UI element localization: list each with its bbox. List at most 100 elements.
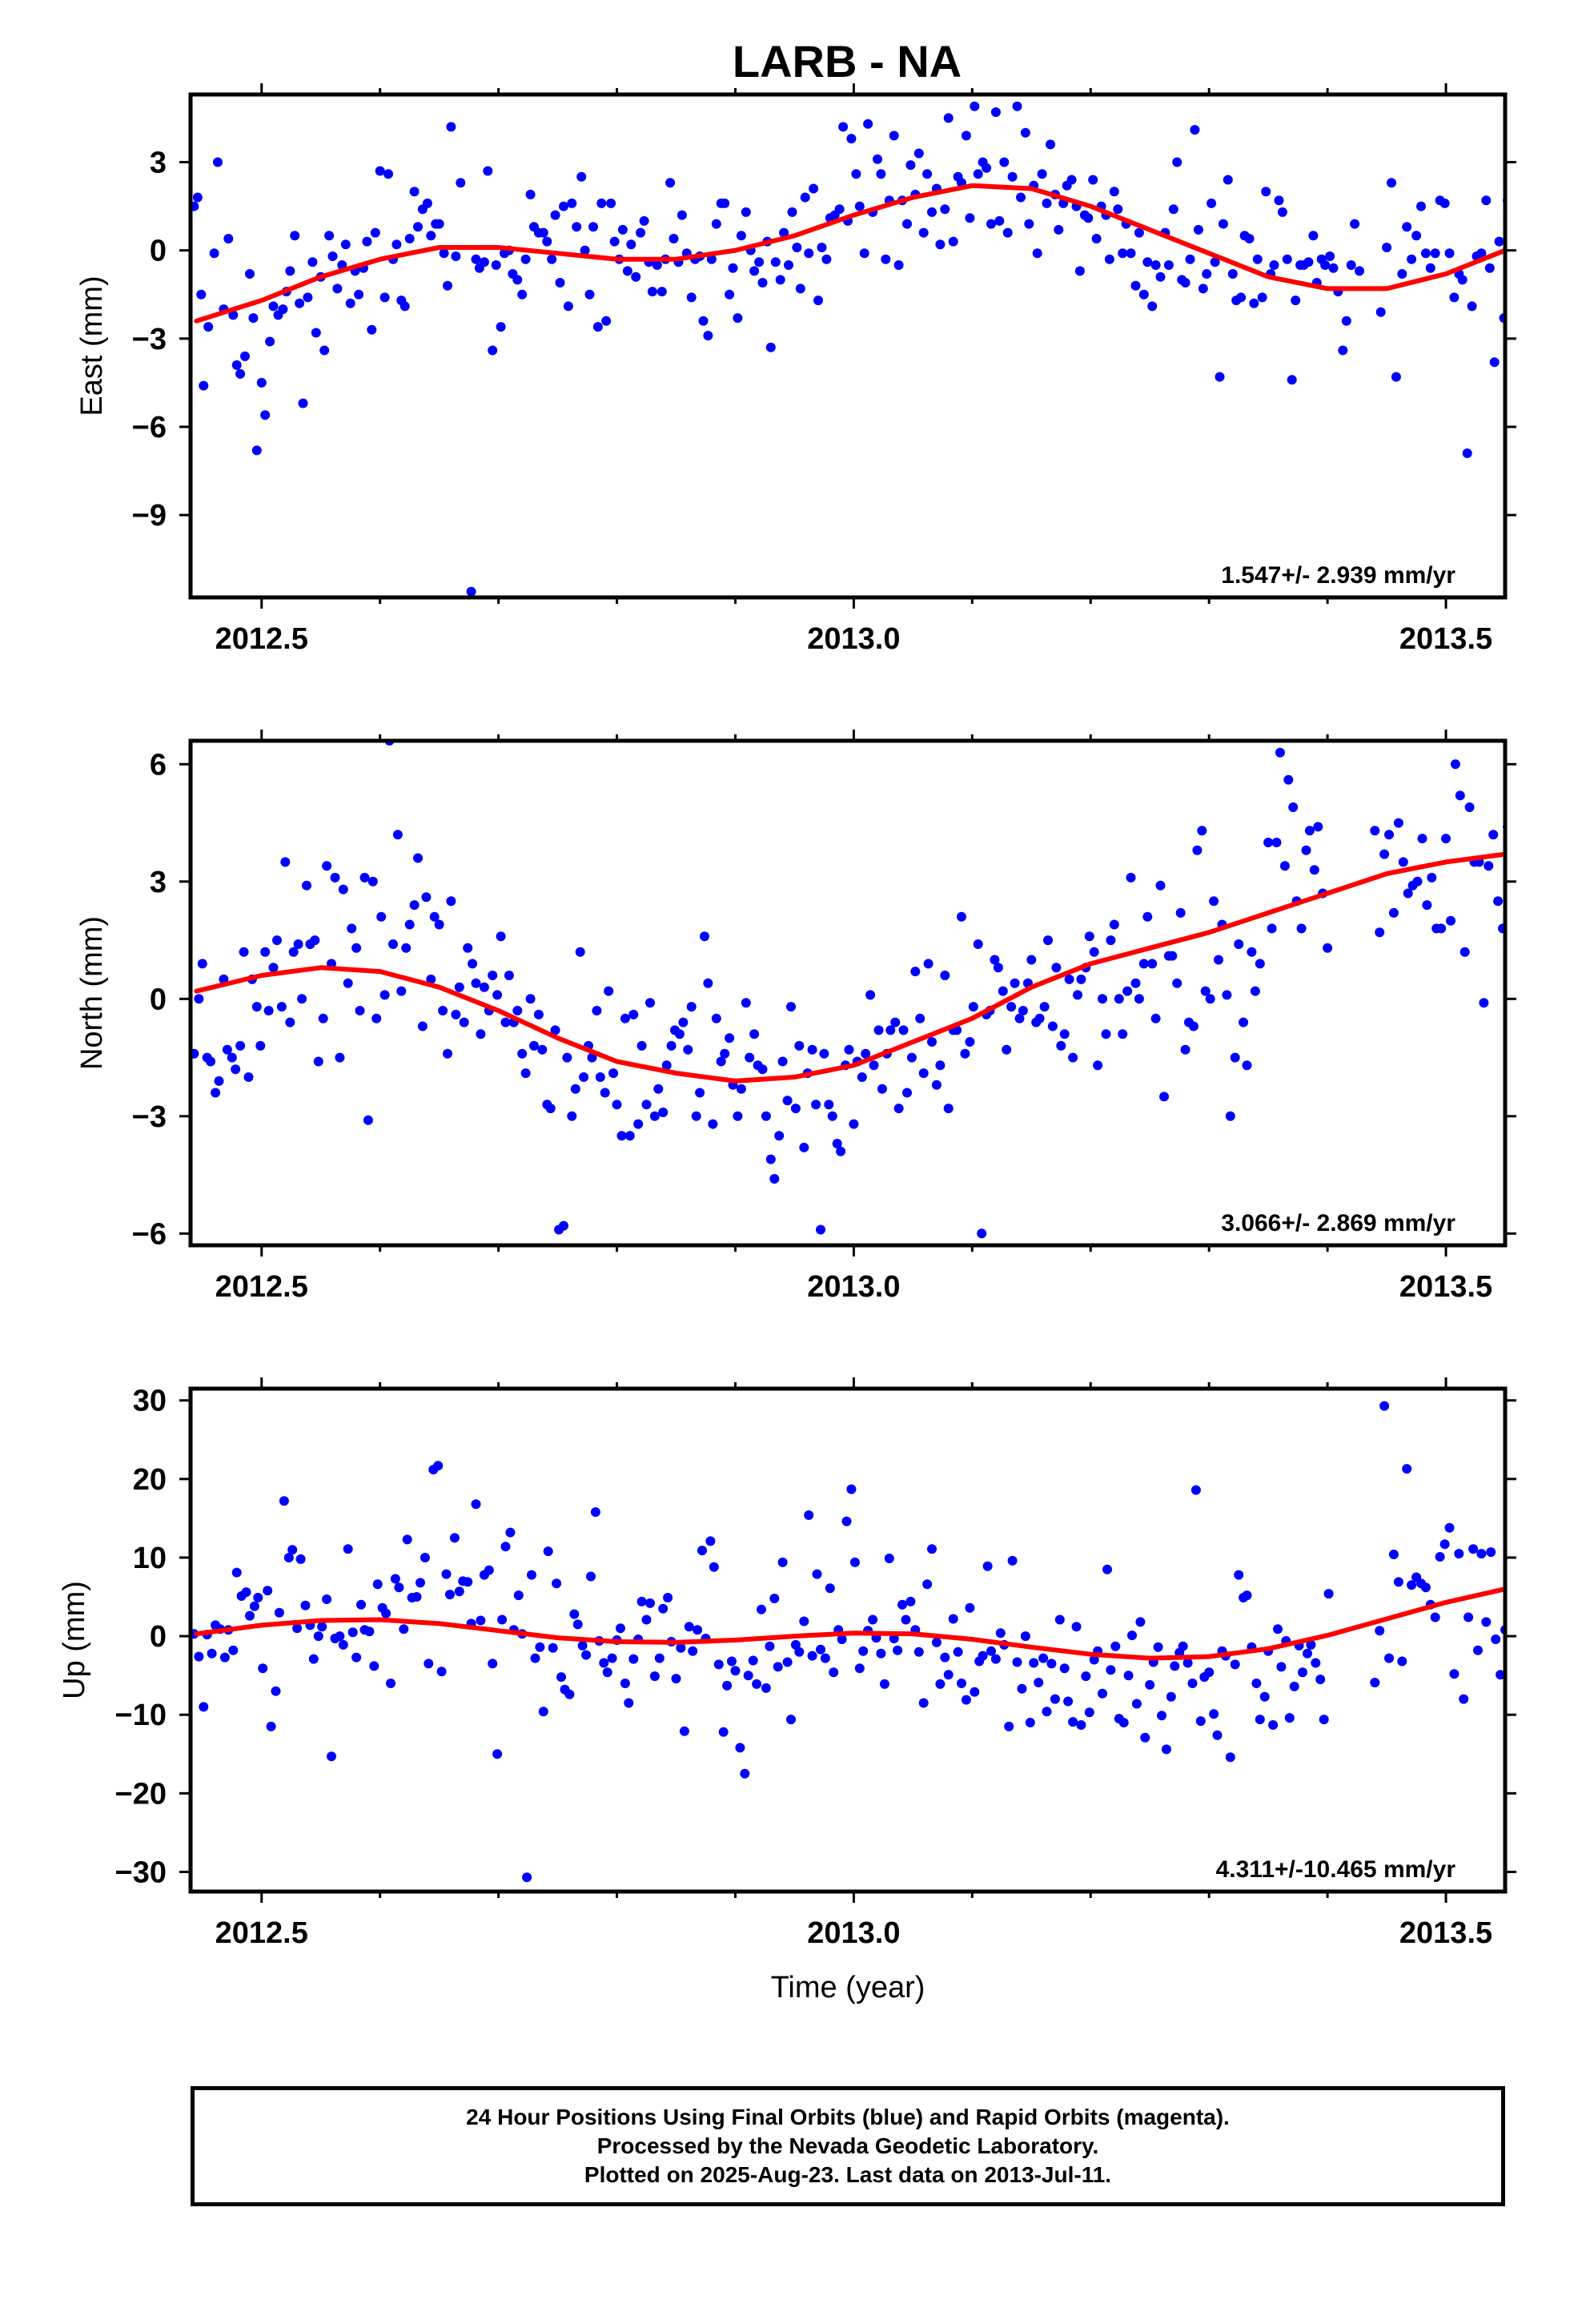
east-data-point: [1375, 307, 1386, 317]
up-x-tick-label: 2012.5: [215, 1916, 308, 1950]
north-data-point: [1427, 872, 1437, 883]
east-data-point: [1163, 260, 1174, 270]
up-data-point: [965, 1602, 975, 1613]
north-data-point: [1403, 888, 1413, 899]
north-data-point: [454, 982, 464, 992]
east-data-point: [426, 231, 436, 241]
north-y-tick-label: −3: [132, 1100, 167, 1134]
east-data-point: [800, 192, 810, 203]
up-data-point: [338, 1639, 348, 1650]
east-data-point: [362, 236, 372, 247]
east-data-point: [354, 289, 364, 300]
north-data-point: [811, 1100, 821, 1110]
north-data-point: [695, 1088, 705, 1098]
east-y-tick-label: −9: [132, 499, 167, 533]
up-data-point: [854, 1663, 865, 1674]
east-data-point: [970, 101, 980, 111]
up-data-point: [253, 1593, 263, 1602]
north-data-point: [807, 1044, 817, 1055]
north-data-point: [363, 1115, 373, 1125]
north-data-point: [443, 1048, 452, 1059]
north-data-point: [923, 959, 934, 969]
up-data-point: [922, 1579, 933, 1590]
up-data-point: [1025, 1718, 1035, 1727]
up-data-point: [1230, 1659, 1240, 1670]
north-data-point: [703, 978, 713, 988]
up-data-point: [777, 1557, 788, 1567]
up-data-point: [602, 1667, 612, 1678]
up-data-point: [893, 1645, 903, 1655]
up-data-point: [1110, 1641, 1121, 1651]
east-data-point: [999, 157, 1010, 167]
north-data-point: [757, 1064, 768, 1075]
east-data-point: [298, 398, 308, 408]
up-data-point: [931, 1637, 942, 1647]
north-data-point: [628, 1009, 639, 1019]
north-data-point: [239, 947, 249, 957]
east-data-point: [563, 301, 573, 312]
up-data-point: [884, 1554, 894, 1563]
up-data-point: [1476, 1549, 1487, 1559]
north-data-point: [893, 1104, 904, 1114]
north-data-point: [421, 892, 432, 903]
up-data-point: [943, 1670, 954, 1680]
east-data-point: [1527, 219, 1536, 229]
east-fit-line: [194, 183, 1505, 324]
north-data-point: [343, 978, 353, 988]
north-data-point: [550, 1025, 560, 1035]
north-data-point: [774, 1131, 785, 1141]
up-x-tick-label: 2013.0: [807, 1916, 900, 1950]
up-data-point: [505, 1527, 516, 1538]
east-data-point: [851, 169, 861, 179]
up-data-point: [1191, 1485, 1201, 1495]
up-data-point: [1402, 1464, 1412, 1474]
east-data-point: [265, 336, 275, 347]
up-data-point: [948, 1614, 958, 1624]
up-data-point: [433, 1461, 444, 1471]
east-data-point: [817, 243, 827, 252]
up-data-point: [1140, 1732, 1150, 1743]
up-data-point: [522, 1872, 532, 1883]
up-data-point: [727, 1656, 737, 1667]
north-data-point: [1230, 1052, 1240, 1063]
up-data-point: [1170, 1661, 1180, 1671]
east-data-point: [1308, 231, 1319, 241]
north-data-point: [790, 1104, 801, 1114]
north-data-point: [906, 1052, 917, 1063]
up-data-point: [420, 1553, 430, 1562]
north-data-point: [537, 1044, 548, 1055]
east-data-point: [1341, 316, 1351, 326]
up-data-point: [1131, 1699, 1142, 1709]
up-data-point: [1454, 1549, 1464, 1559]
east-data-point: [1494, 236, 1504, 247]
north-data-point: [1388, 907, 1399, 918]
up-data-point: [1007, 1555, 1018, 1566]
east-data-point: [787, 207, 797, 217]
north-data-point: [666, 1040, 677, 1051]
up-data-point: [1298, 1667, 1307, 1678]
north-data-point: [1051, 963, 1062, 973]
north-data-point: [1205, 994, 1215, 1004]
up-data-point: [1050, 1694, 1060, 1704]
up-data-point: [548, 1642, 558, 1653]
north-data-point: [649, 1111, 660, 1121]
east-data-point: [466, 586, 476, 597]
up-data-point: [730, 1666, 741, 1676]
up-data-point: [1449, 1669, 1460, 1679]
north-data-point: [335, 1052, 345, 1063]
north-data-point: [1222, 990, 1232, 1000]
up-data-point: [207, 1648, 217, 1659]
north-data-point: [902, 1088, 912, 1098]
north-y-tick-label: −6: [132, 1217, 167, 1251]
up-data-point: [1407, 1580, 1417, 1590]
east-data-point: [1150, 260, 1161, 270]
up-data-point: [1118, 1718, 1129, 1727]
north-data-point: [330, 872, 340, 883]
north-data-point: [388, 939, 398, 949]
east-data-point: [434, 219, 444, 229]
east-data-point: [809, 183, 819, 194]
east-data-point: [1244, 234, 1255, 243]
east-plot-frame: [188, 92, 1508, 600]
east-data-point: [1346, 260, 1356, 270]
east-data-point: [596, 198, 607, 208]
